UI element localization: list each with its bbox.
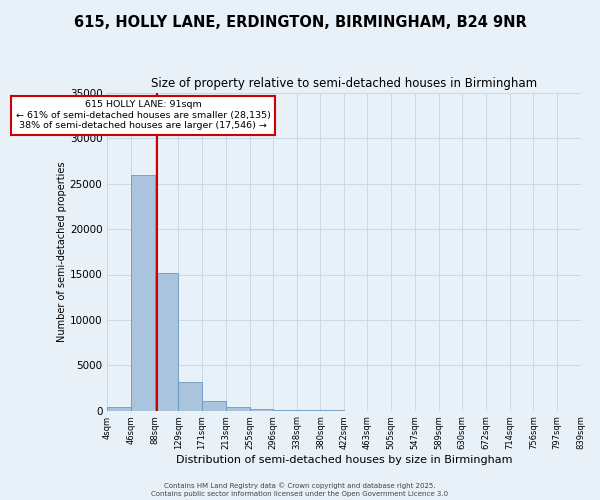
Y-axis label: Number of semi-detached properties: Number of semi-detached properties [57, 162, 67, 342]
Bar [131, 174, 155, 410]
Bar [202, 401, 226, 410]
X-axis label: Distribution of semi-detached houses by size in Birmingham: Distribution of semi-detached houses by … [176, 455, 512, 465]
Text: Contains HM Land Registry data © Crown copyright and database right 2025.: Contains HM Land Registry data © Crown c… [164, 482, 436, 489]
Text: Contains public sector information licensed under the Open Government Licence 3.: Contains public sector information licen… [151, 491, 449, 497]
Bar [250, 409, 273, 410]
Bar [155, 272, 178, 410]
Bar [107, 408, 131, 410]
Title: Size of property relative to semi-detached houses in Birmingham: Size of property relative to semi-detach… [151, 78, 537, 90]
Bar [178, 382, 202, 410]
Bar [226, 407, 250, 410]
Text: 615 HOLLY LANE: 91sqm
← 61% of semi-detached houses are smaller (28,135)
38% of : 615 HOLLY LANE: 91sqm ← 61% of semi-deta… [16, 100, 271, 130]
Text: 615, HOLLY LANE, ERDINGTON, BIRMINGHAM, B24 9NR: 615, HOLLY LANE, ERDINGTON, BIRMINGHAM, … [74, 15, 526, 30]
